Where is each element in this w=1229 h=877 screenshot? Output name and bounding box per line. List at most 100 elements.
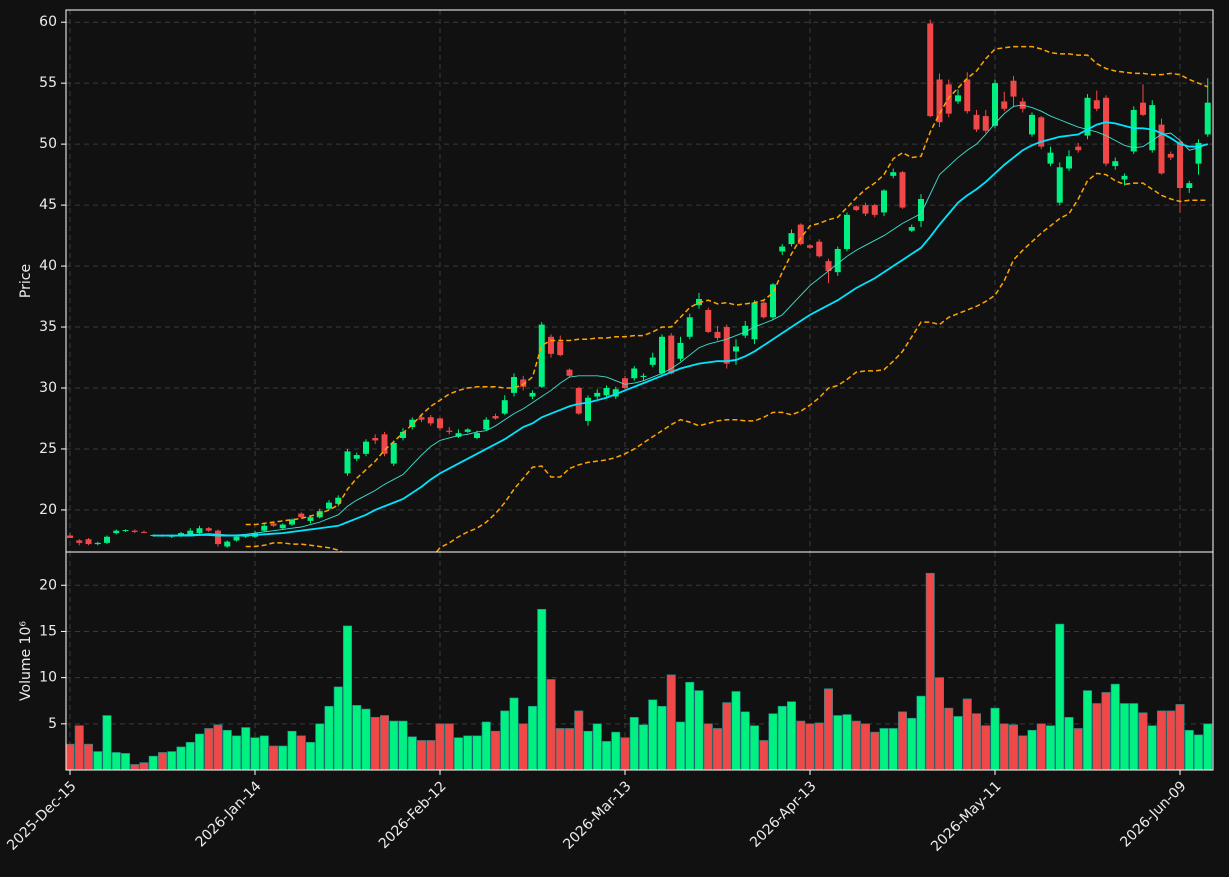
candle-body <box>1167 153 1174 158</box>
candle-body <box>1038 117 1045 147</box>
candle-body <box>1075 146 1082 151</box>
candle-body <box>881 190 887 213</box>
volume-bar <box>879 728 889 770</box>
volume-bar <box>259 735 269 770</box>
candle-body <box>492 416 499 419</box>
volume-bar <box>176 746 186 770</box>
candle-body <box>816 241 823 257</box>
candle-body <box>474 433 480 438</box>
candle-body <box>1121 175 1128 180</box>
volume-bar <box>629 717 639 770</box>
volume-bar <box>435 723 445 770</box>
volume-bar <box>601 741 611 770</box>
candle-body <box>372 437 379 441</box>
candle-body <box>1084 97 1091 136</box>
y-axis-label: Price <box>18 264 34 298</box>
volume-bar <box>398 720 408 770</box>
candle-body <box>964 79 971 112</box>
candle-body <box>85 539 92 545</box>
volume-bar <box>796 720 806 770</box>
volume-bar <box>1166 710 1176 770</box>
candle-body <box>94 542 101 545</box>
candle-body <box>76 540 83 543</box>
volume-bar <box>814 722 824 770</box>
volume-bar <box>749 725 759 770</box>
volume-bar <box>611 731 621 770</box>
volume-bar <box>278 745 288 770</box>
volume-bar <box>66 743 75 770</box>
volume-bar <box>333 686 343 770</box>
y2-tick-label: 10 <box>39 670 57 686</box>
candle-body <box>270 523 277 526</box>
volume-bar <box>1129 703 1139 770</box>
candle-body <box>196 528 203 534</box>
candle-body <box>446 430 453 432</box>
volume-bar <box>786 701 796 770</box>
volume-bar <box>657 705 667 770</box>
candle-body <box>122 530 129 532</box>
candle-body <box>1047 152 1054 164</box>
candle-body <box>788 233 795 245</box>
volume-bar <box>315 723 325 770</box>
candle-body <box>686 317 693 337</box>
volume-bar <box>722 702 732 770</box>
volume-bar <box>324 705 334 770</box>
volume-bar <box>1147 725 1157 770</box>
volume-bar <box>574 710 584 770</box>
volume-bar <box>361 708 371 770</box>
candle-body <box>520 379 527 387</box>
candle-body <box>224 541 231 547</box>
volume-bar <box>648 699 658 770</box>
candle-body <box>307 517 314 521</box>
candle-body <box>1112 161 1119 167</box>
candle-body <box>501 400 508 414</box>
volume-bar <box>907 717 917 770</box>
volume-bar <box>1073 728 1083 770</box>
candle-body <box>483 419 490 430</box>
candle-body <box>298 513 305 518</box>
volume-bar <box>379 715 389 770</box>
volume-bar <box>712 728 722 770</box>
volume-bar <box>1036 723 1046 770</box>
candle-body <box>603 387 610 396</box>
volume-bar <box>342 625 352 770</box>
volume-bar <box>296 735 306 770</box>
volume-bar <box>1018 735 1028 770</box>
volume-bar <box>731 691 741 770</box>
candle-body <box>955 95 961 102</box>
volume-bar <box>500 710 510 770</box>
indicator-line <box>245 45 1209 526</box>
volume-bar <box>167 751 177 770</box>
candle-body <box>538 324 545 387</box>
volume-bar <box>1008 724 1018 770</box>
volume-bar <box>842 714 852 770</box>
candle-body <box>344 451 351 474</box>
candle-body <box>640 375 647 378</box>
volume-bar <box>1120 703 1130 770</box>
volume-bar <box>1194 734 1204 770</box>
volume-bar <box>537 608 547 770</box>
candle-body <box>649 357 656 365</box>
volume-bar <box>944 707 954 770</box>
candle-body <box>409 419 416 428</box>
candle-body <box>1158 124 1165 174</box>
volume-bar <box>139 762 149 770</box>
price-panel <box>67 19 1211 552</box>
volume-bar <box>999 723 1009 770</box>
volume-frame <box>65 551 1214 771</box>
volume-bar <box>1138 712 1148 770</box>
volume-bar <box>416 740 426 770</box>
candle-body <box>363 441 369 454</box>
y2-tick-label: 20 <box>39 577 57 593</box>
candle-body <box>770 284 776 318</box>
volume-bar <box>93 751 103 770</box>
volume-bar <box>1083 690 1093 770</box>
candle-body <box>723 327 730 364</box>
volume-bar <box>490 730 500 770</box>
volume-bar <box>990 707 1000 770</box>
volume-bar <box>370 717 380 770</box>
volume-bar <box>685 681 695 770</box>
candle-body <box>622 378 628 388</box>
